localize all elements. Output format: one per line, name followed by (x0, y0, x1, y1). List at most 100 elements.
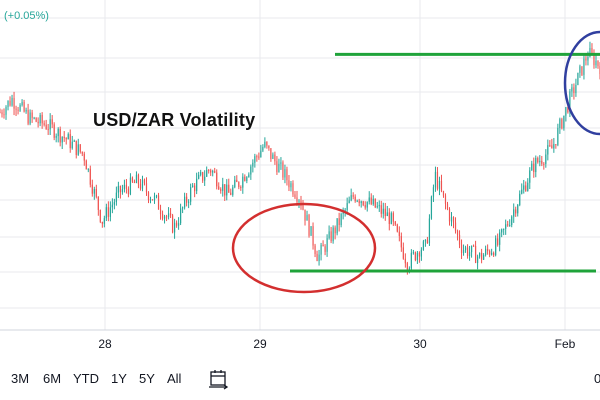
candle-body (272, 154, 274, 159)
candle-body (149, 199, 152, 201)
candle-body (507, 224, 509, 226)
candle-body (545, 154, 547, 164)
candle-body (111, 204, 113, 208)
candle-body (129, 177, 132, 195)
candle-body (374, 198, 376, 208)
candle-body (173, 222, 176, 233)
candle-body (378, 205, 380, 207)
candle-body (202, 172, 204, 181)
x-tick-label: 29 (253, 337, 267, 351)
candle-body (192, 185, 194, 188)
candle-body (248, 174, 250, 178)
candle-body (127, 188, 130, 195)
candle-body (470, 245, 473, 253)
calendar-range-icon[interactable] (208, 368, 230, 390)
candle-body (557, 127, 559, 145)
candle-body (165, 216, 168, 218)
candle-body (163, 216, 166, 219)
candle-body (232, 187, 234, 195)
candle-body (39, 115, 41, 124)
candle-body (0, 112, 1, 114)
candle-body (338, 218, 340, 226)
range-button-6m[interactable]: 6M (43, 371, 62, 386)
candle-body (553, 144, 555, 149)
candle-body (41, 115, 43, 124)
candle-body (161, 214, 164, 219)
candle-body (478, 252, 481, 257)
candle-body (212, 171, 214, 173)
candle-body (214, 171, 216, 173)
range-button-1y[interactable]: 1Y (111, 371, 127, 386)
candle-body (194, 185, 196, 192)
chart-annotations (231, 30, 600, 294)
candle-body (137, 174, 140, 184)
range-button-3m[interactable]: 3M (11, 371, 30, 386)
candle-body (436, 171, 439, 189)
candle-body (438, 180, 441, 189)
candle-body (485, 248, 487, 255)
candle-body (402, 247, 404, 259)
candle-body (312, 226, 314, 246)
candle-body (222, 184, 224, 191)
candle-body (344, 209, 346, 212)
candle-body (404, 258, 406, 264)
range-button-5y[interactable]: 5Y (139, 371, 155, 386)
candle-body (121, 189, 124, 193)
candle-body (169, 213, 172, 216)
candle-body (362, 201, 364, 206)
candle-body (230, 192, 232, 195)
candle-body (53, 124, 55, 138)
candle-body (123, 184, 126, 190)
candle-body (175, 222, 178, 226)
candle-body (79, 144, 81, 152)
candle-body (370, 197, 372, 205)
candle-body (432, 187, 435, 197)
candle-body (328, 231, 330, 239)
candle-body (89, 168, 91, 185)
candle-body (147, 192, 150, 200)
candle-body (456, 230, 459, 235)
candle-body (380, 205, 382, 214)
candle-body (326, 238, 328, 252)
candle-body (585, 58, 587, 61)
candle-body (87, 168, 89, 170)
candle-body (352, 195, 354, 197)
candle-body (581, 66, 583, 75)
candle-body (204, 176, 206, 181)
candle-body (360, 201, 362, 204)
candle-body (519, 193, 521, 205)
candle-body (75, 140, 77, 155)
candle-body (210, 170, 212, 173)
candle-body (573, 87, 575, 94)
candle-body (286, 169, 288, 181)
candle-body (262, 146, 264, 151)
candle-body (390, 213, 392, 224)
candle-body (9, 100, 11, 106)
candle-body (543, 163, 545, 165)
candle-body (565, 107, 567, 116)
candle-body (396, 224, 398, 232)
candle-body (71, 141, 73, 149)
candle-body (274, 154, 276, 162)
candle-body (521, 189, 523, 194)
candle-body (37, 121, 39, 124)
range-button-all[interactable]: All (167, 371, 182, 386)
candle-body (368, 197, 370, 202)
candle-body (159, 209, 162, 215)
candle-body (491, 252, 493, 255)
range-button-ytd[interactable]: YTD (73, 371, 99, 386)
candle-body (131, 177, 134, 182)
candle-body (167, 213, 170, 217)
candle-body (278, 163, 280, 173)
candle-body (382, 208, 384, 214)
candle-body (264, 141, 266, 147)
candle-body (474, 246, 477, 263)
candle-body (246, 177, 248, 181)
candle-body (418, 252, 420, 257)
candle-body (99, 209, 101, 222)
candle-body (7, 100, 9, 108)
candle-body (184, 196, 186, 208)
candle-body (105, 207, 107, 219)
candle-body (577, 72, 579, 86)
